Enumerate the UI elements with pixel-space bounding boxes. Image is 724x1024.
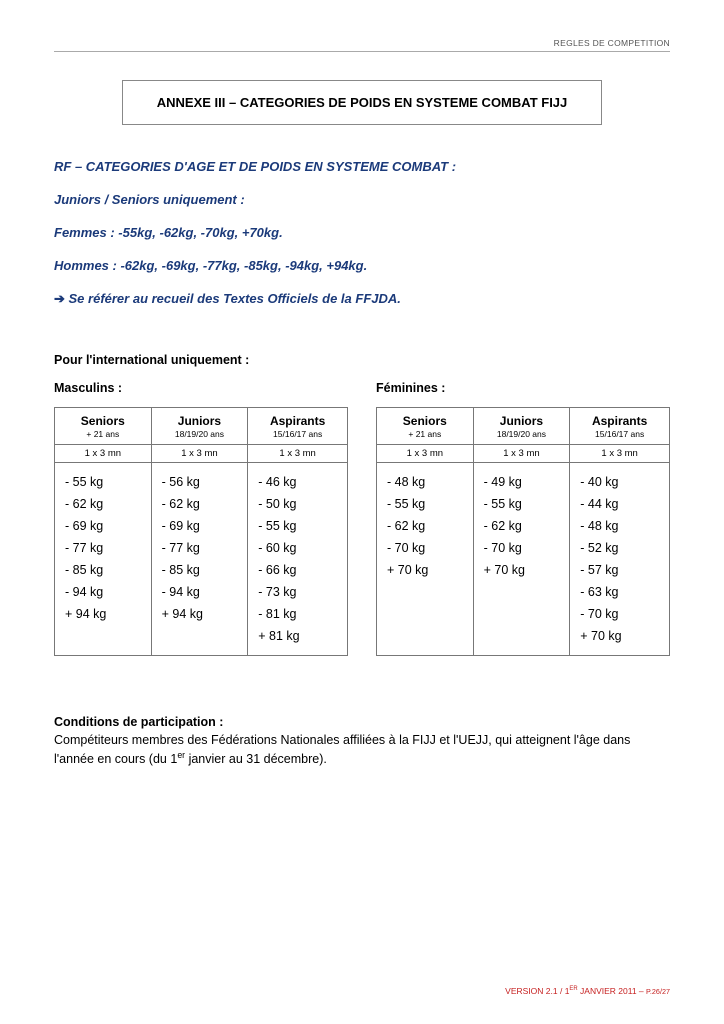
weight-cell: - 81 kg [258, 603, 337, 625]
male-col2-sub: 15/16/17 ans [252, 428, 343, 442]
weight-cell: - 66 kg [258, 559, 337, 581]
weight-cell: - 69 kg [65, 515, 141, 537]
female-col0-head: Seniors + 21 ans [377, 408, 474, 445]
weight-cell: - 62 kg [162, 493, 238, 515]
female-col1-head-text: Juniors [500, 414, 543, 428]
female-col0-sub: + 21 ans [381, 428, 469, 442]
weight-cell: - 48 kg [387, 471, 463, 493]
footer-page: P.26/27 [646, 987, 670, 996]
weight-cell: - 50 kg [258, 493, 337, 515]
weight-cell: - 63 kg [580, 581, 659, 603]
weight-cell: - 56 kg [162, 471, 238, 493]
conditions: Conditions de participation : Compétiteu… [54, 714, 670, 769]
conditions-body-pre: Compétiteurs membres des Fédérations Nat… [54, 733, 630, 767]
weight-cell: - 62 kg [65, 493, 141, 515]
rf-line-3: Hommes : -62kg, -69kg, -77kg, -85kg, -94… [54, 258, 670, 273]
weight-cell: - 62 kg [387, 515, 463, 537]
female-col2-sub: 15/16/17 ans [574, 428, 665, 442]
weight-cell: - 70 kg [580, 603, 659, 625]
weight-cell: - 55 kg [387, 493, 463, 515]
weight-cell: + 70 kg [484, 559, 560, 581]
weight-cell: - 55 kg [484, 493, 560, 515]
footer-sup: ER [569, 986, 577, 992]
female-col0-head-text: Seniors [403, 414, 447, 428]
female-col0-dur: 1 x 3 mn [377, 445, 474, 463]
conditions-body-post: janvier au 31 décembre). [185, 752, 327, 766]
weight-cell: - 77 kg [65, 537, 141, 559]
footer-b: JANVIER 2011 – [578, 986, 646, 996]
male-title: Masculins : [54, 381, 348, 395]
weight-cell: - 94 kg [65, 581, 141, 603]
female-col0-weights: - 48 kg- 55 kg- 62 kg- 70 kg+ 70 kg [377, 463, 474, 656]
female-table: Seniors + 21 ans Juniors 18/19/20 ans As… [376, 407, 670, 656]
weight-cell: - 55 kg [258, 515, 337, 537]
rf-heading: RF – CATEGORIES D'AGE ET DE POIDS EN SYS… [54, 159, 670, 174]
weight-cell: - 94 kg [162, 581, 238, 603]
female-col1-head: Juniors 18/19/20 ans [473, 408, 570, 445]
weight-cell: - 77 kg [162, 537, 238, 559]
weight-cell: - 40 kg [580, 471, 659, 493]
rf-line-2: Femmes : -55kg, -62kg, -70kg, +70kg. [54, 225, 670, 240]
weight-cell: - 46 kg [258, 471, 337, 493]
weight-cell: + 70 kg [580, 625, 659, 647]
weight-cell: - 49 kg [484, 471, 560, 493]
weight-cell: - 62 kg [484, 515, 560, 537]
weight-cell: - 44 kg [580, 493, 659, 515]
weight-cell: + 94 kg [162, 603, 238, 625]
female-col2-dur: 1 x 3 mn [570, 445, 670, 463]
male-col0-weights: - 55 kg- 62 kg- 69 kg- 77 kg- 85 kg- 94 … [55, 463, 152, 656]
weight-cell: - 55 kg [65, 471, 141, 493]
weight-cell: + 94 kg [65, 603, 141, 625]
male-col0-head: Seniors + 21 ans [55, 408, 152, 445]
weight-cell: - 52 kg [580, 537, 659, 559]
female-col1-sub: 18/19/20 ans [478, 428, 566, 442]
male-col2-dur: 1 x 3 mn [248, 445, 348, 463]
male-col0-dur: 1 x 3 mn [55, 445, 152, 463]
female-col1-weights: - 49 kg- 55 kg- 62 kg- 70 kg+ 70 kg [473, 463, 570, 656]
female-col2-head-text: Aspirants [592, 414, 647, 428]
weight-cell: + 70 kg [387, 559, 463, 581]
male-col1-dur: 1 x 3 mn [151, 445, 248, 463]
footer-version: VERSION 2.1 / 1ER JANVIER 2011 – P.26/27 [505, 986, 670, 996]
rf-note: Se référer au recueil des Textes Officie… [54, 291, 670, 307]
footer-a: VERSION 2.1 / 1 [505, 986, 569, 996]
intl-heading: Pour l'international uniquement : [54, 353, 670, 367]
weight-cell: - 57 kg [580, 559, 659, 581]
conditions-heading: Conditions de participation : [54, 715, 223, 729]
male-col0-sub: + 21 ans [59, 428, 147, 442]
weight-cell: - 70 kg [484, 537, 560, 559]
annex-title-box: ANNEXE III – CATEGORIES DE POIDS EN SYST… [122, 80, 602, 125]
weight-cell: - 85 kg [65, 559, 141, 581]
female-col2-head: Aspirants 15/16/17 ans [570, 408, 670, 445]
weight-cell: - 69 kg [162, 515, 238, 537]
male-col1-head: Juniors 18/19/20 ans [151, 408, 248, 445]
female-col2-weights: - 40 kg- 44 kg- 48 kg- 52 kg- 57 kg- 63 … [570, 463, 670, 656]
male-col2-head: Aspirants 15/16/17 ans [248, 408, 348, 445]
male-col2-head-text: Aspirants [270, 414, 325, 428]
conditions-body: Compétiteurs membres des Fédérations Nat… [54, 733, 630, 767]
tables-row: Masculins : Seniors + 21 ans Juniors 18/… [54, 381, 670, 656]
conditions-body-sup: er [177, 750, 185, 760]
weight-cell: - 48 kg [580, 515, 659, 537]
weight-cell: - 70 kg [387, 537, 463, 559]
male-col1-weights: - 56 kg- 62 kg- 69 kg- 77 kg- 85 kg- 94 … [151, 463, 248, 656]
weight-cell: + 81 kg [258, 625, 337, 647]
rf-line-1: Juniors / Seniors uniquement : [54, 192, 670, 207]
weight-cell: - 60 kg [258, 537, 337, 559]
weight-cell: - 85 kg [162, 559, 238, 581]
female-col1-dur: 1 x 3 mn [473, 445, 570, 463]
male-col1-sub: 18/19/20 ans [156, 428, 244, 442]
male-col0-head-text: Seniors [81, 414, 125, 428]
weight-cell: - 73 kg [258, 581, 337, 603]
header-right: REGLES DE COMPETITION [54, 38, 670, 52]
female-table-col: Féminines : Seniors + 21 ans Juniors 18/… [376, 381, 670, 656]
male-table-col: Masculins : Seniors + 21 ans Juniors 18/… [54, 381, 348, 656]
male-col1-head-text: Juniors [178, 414, 221, 428]
male-col2-weights: - 46 kg- 50 kg- 55 kg- 60 kg- 66 kg- 73 … [248, 463, 348, 656]
female-title: Féminines : [376, 381, 670, 395]
male-table: Seniors + 21 ans Juniors 18/19/20 ans As… [54, 407, 348, 656]
